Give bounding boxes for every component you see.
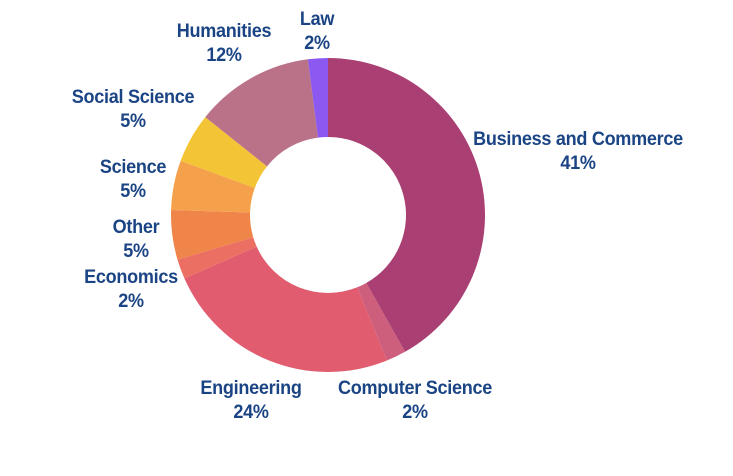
pie-segment-law bbox=[307, 58, 328, 138]
pie-segment-humanities bbox=[205, 59, 319, 167]
pie-segment-engineering bbox=[184, 246, 387, 373]
pie-segment-science bbox=[171, 160, 255, 213]
pie-segment-business-and-commerce bbox=[328, 58, 486, 352]
pie-segment-social-science bbox=[180, 117, 268, 189]
pie-segment-other bbox=[170, 209, 254, 260]
pie-segment-computer-science bbox=[357, 282, 406, 361]
pie-segment-economics bbox=[177, 237, 257, 279]
